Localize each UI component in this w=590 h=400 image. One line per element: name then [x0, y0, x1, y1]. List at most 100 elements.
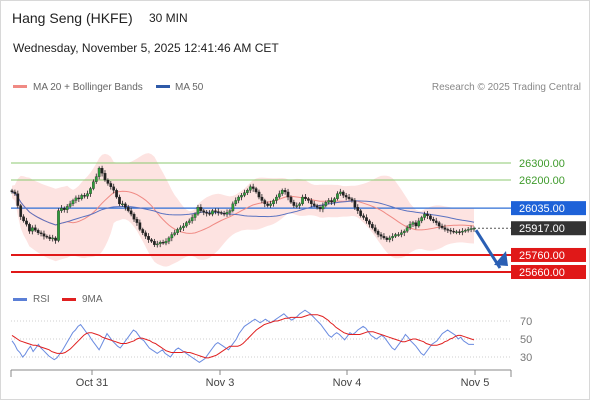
- candle: [150, 237, 153, 244]
- candle-body: [429, 215, 432, 220]
- candle: [431, 216, 435, 224]
- candle: [405, 225, 409, 233]
- candle-body: [205, 212, 209, 214]
- candle-body: [190, 217, 194, 222]
- candle: [103, 170, 107, 182]
- candle-body: [196, 207, 200, 215]
- candle: [141, 227, 145, 236]
- level-label: 26200.00: [519, 175, 565, 187]
- rsi-tick-label: 50: [520, 334, 532, 346]
- candle: [173, 229, 177, 237]
- candle-body: [10, 190, 14, 193]
- candle-body: [292, 202, 296, 206]
- candle: [30, 225, 34, 235]
- candle-body: [411, 222, 415, 225]
- candle: [57, 208, 60, 243]
- candle: [246, 188, 249, 196]
- candle: [370, 221, 374, 230]
- datetime-label: Wednesday, November 5, 2025 12:41:46 AM …: [13, 41, 279, 55]
- candle-body: [36, 230, 40, 233]
- candle-body: [420, 217, 424, 222]
- candle-body: [103, 173, 107, 181]
- candle: [51, 234, 55, 242]
- candle: [338, 188, 342, 196]
- legend-swatch-9ma: [62, 298, 76, 301]
- candle: [394, 232, 397, 238]
- candle-body: [289, 196, 293, 203]
- candle: [446, 227, 450, 233]
- candle-body: [132, 213, 136, 220]
- ma9-line: [11, 314, 475, 359]
- candle: [304, 193, 307, 201]
- candle-body: [112, 186, 116, 191]
- candle-body: [246, 190, 249, 193]
- candle: [397, 232, 400, 237]
- candle: [356, 204, 360, 214]
- candle: [193, 212, 197, 221]
- candle: [280, 188, 284, 196]
- candle-body: [362, 215, 365, 218]
- candle-body: [341, 191, 345, 196]
- candle: [39, 230, 43, 237]
- candle-body: [173, 232, 177, 235]
- forecast-arrow: [474, 229, 508, 269]
- candle: [205, 210, 209, 217]
- candle-body: [272, 200, 275, 205]
- candle: [414, 220, 418, 230]
- candle: [65, 204, 69, 214]
- candle: [225, 209, 229, 217]
- legend-label-ma50: MA 50: [175, 82, 204, 93]
- candle: [449, 227, 453, 235]
- candle: [243, 189, 246, 198]
- candle: [408, 221, 412, 230]
- candle: [420, 215, 424, 224]
- candle-body: [368, 220, 371, 225]
- candle: [461, 228, 464, 236]
- candle: [417, 217, 421, 228]
- candle-body: [379, 234, 383, 237]
- candles: [10, 165, 476, 248]
- candle: [362, 213, 365, 220]
- x-tick-label: Oct 31: [76, 377, 108, 389]
- candle-body: [397, 234, 400, 236]
- candle: [248, 184, 252, 193]
- candle: [199, 204, 203, 213]
- candle-body: [42, 233, 46, 237]
- level-label: 26300.00: [519, 158, 565, 170]
- candle-body: [309, 200, 313, 205]
- candle-body: [394, 234, 397, 237]
- candle-body: [414, 222, 418, 227]
- candle-body: [426, 213, 429, 216]
- candle: [341, 190, 345, 199]
- candle-body: [126, 207, 130, 211]
- candle: [347, 193, 351, 201]
- candle-body: [333, 198, 336, 203]
- candle-body: [71, 200, 75, 205]
- candle: [144, 230, 148, 239]
- candle: [260, 193, 264, 204]
- timeframe-label[interactable]: 30 MIN: [149, 11, 188, 25]
- candle-body: [248, 186, 252, 191]
- candle-body: [440, 225, 444, 228]
- candle: [97, 166, 101, 180]
- candle: [147, 233, 150, 243]
- candle: [391, 233, 394, 242]
- level-label-box: [511, 201, 586, 216]
- candle: [373, 224, 377, 234]
- candle-body: [48, 236, 52, 239]
- candle-body: [269, 203, 272, 206]
- arrow-head: [494, 251, 508, 266]
- candle-body: [336, 193, 339, 199]
- arrow-shaft: [474, 229, 502, 269]
- candle: [126, 204, 130, 213]
- candle: [263, 198, 267, 208]
- level-label-box: [511, 221, 586, 236]
- candle-body: [365, 217, 368, 222]
- candle: [251, 183, 255, 192]
- candle-body: [237, 196, 240, 201]
- candle-body: [301, 196, 304, 205]
- candle-body: [97, 167, 101, 177]
- candle-body: [57, 210, 60, 241]
- candle-body: [16, 193, 20, 206]
- level-label: 26035.00: [519, 203, 565, 215]
